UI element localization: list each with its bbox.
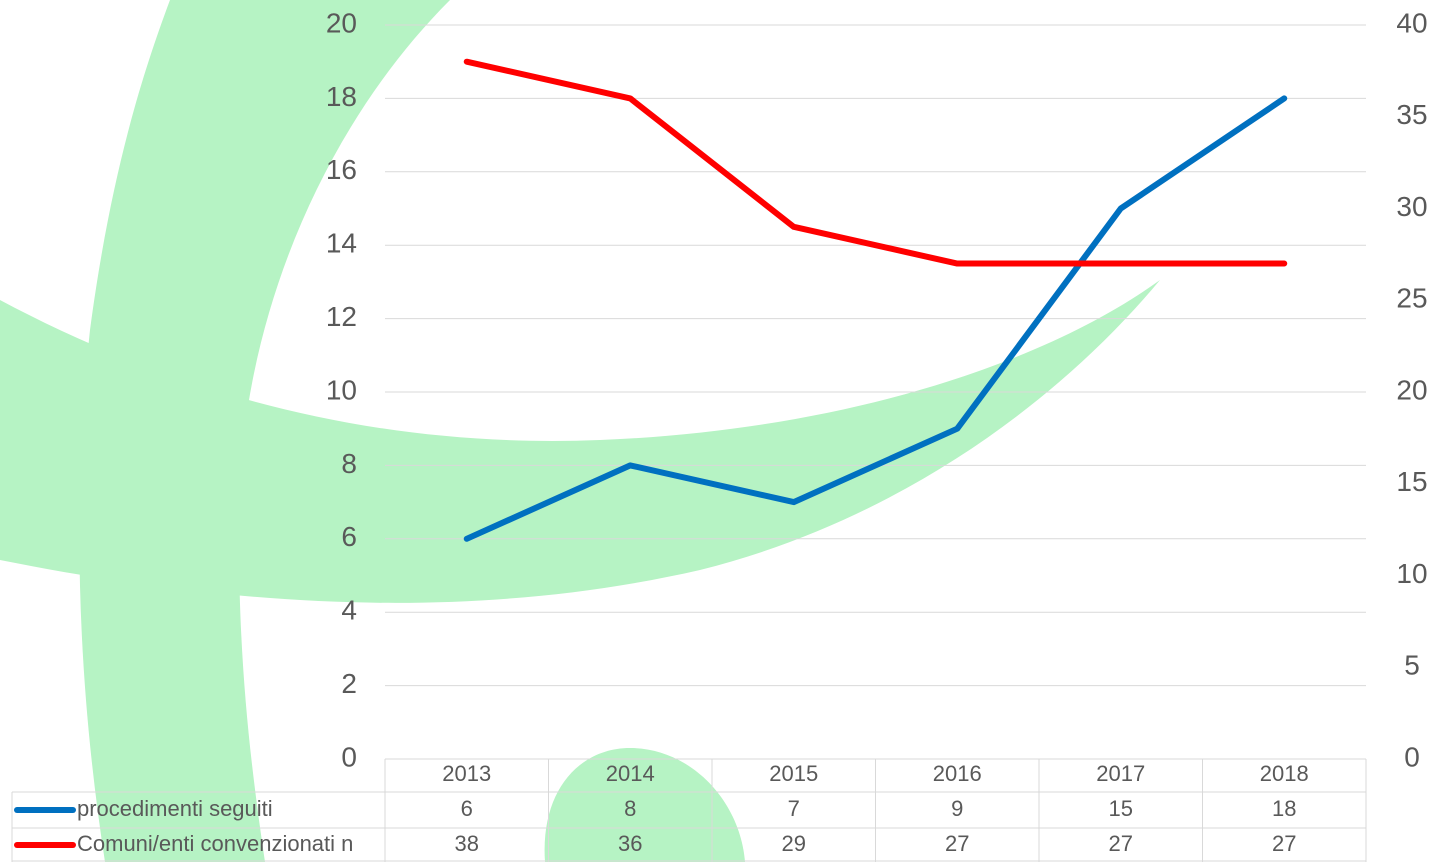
x-tick-label: 2017 bbox=[1096, 761, 1145, 786]
y-tick-label: 0 bbox=[341, 741, 357, 772]
x-tick-label: 2018 bbox=[1260, 761, 1309, 786]
table-value: 38 bbox=[455, 831, 479, 856]
y-tick-label: 18 bbox=[326, 81, 357, 112]
table-value: 27 bbox=[1272, 831, 1296, 856]
y2-tick-label: 20 bbox=[1396, 374, 1427, 405]
y-tick-label: 20 bbox=[326, 7, 357, 38]
line bbox=[463, 95, 1288, 542]
y2-tick-label: 30 bbox=[1396, 191, 1427, 222]
y-tick-label: 10 bbox=[326, 374, 357, 405]
y-tick-label: 14 bbox=[326, 228, 357, 259]
y2-tick-label: 40 bbox=[1396, 7, 1427, 38]
y-tick-label: 12 bbox=[326, 301, 357, 332]
x-tick-label: 2013 bbox=[442, 761, 491, 786]
y-tick-label: 16 bbox=[326, 154, 357, 185]
y-tick-label: 2 bbox=[341, 668, 357, 699]
y2-tick-label: 5 bbox=[1404, 650, 1420, 681]
legend-label: procedimenti seguiti bbox=[77, 796, 273, 821]
table-value: 36 bbox=[618, 831, 642, 856]
y2-tick-label: 0 bbox=[1404, 741, 1420, 772]
table-value: 27 bbox=[1109, 831, 1133, 856]
table-value: 29 bbox=[782, 831, 806, 856]
y2-tick-label: 35 bbox=[1396, 99, 1427, 130]
y2-tick-label: 10 bbox=[1396, 558, 1427, 589]
x-tick-label: 2015 bbox=[769, 761, 818, 786]
y-tick-label: 8 bbox=[341, 448, 357, 479]
table-value: 27 bbox=[945, 831, 969, 856]
y2-tick-label: 15 bbox=[1396, 466, 1427, 497]
table-value: 18 bbox=[1272, 796, 1296, 821]
y2-tick-label: 25 bbox=[1396, 283, 1427, 314]
table-value: 9 bbox=[951, 796, 963, 821]
background-logo bbox=[0, 0, 1160, 862]
y-tick-label: 4 bbox=[341, 595, 357, 626]
line bbox=[463, 58, 1288, 267]
table-value: 7 bbox=[788, 796, 800, 821]
table-value: 6 bbox=[461, 796, 473, 821]
y-tick-label: 6 bbox=[341, 521, 357, 552]
x-tick-label: 2014 bbox=[606, 761, 655, 786]
table-value: 15 bbox=[1109, 796, 1133, 821]
legend-label: Comuni/enti convenzionati n bbox=[77, 831, 353, 856]
x-tick-label: 2016 bbox=[933, 761, 982, 786]
table-value: 8 bbox=[624, 796, 636, 821]
